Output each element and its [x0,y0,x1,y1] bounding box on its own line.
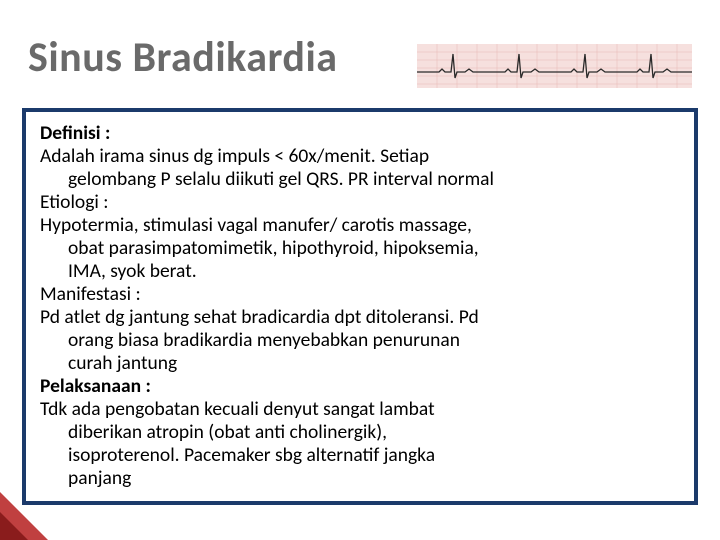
text-definisi-2: gelombang P selalu diikuti gel QRS. PR i… [40,168,680,191]
ecg-strip-image [417,44,692,88]
text-pelaksanaan-4: panjang [40,467,680,490]
slide-title: Sinus Bradikardia [28,32,338,83]
heading-definisi: Definisi : [40,122,680,145]
text-etiologi-3: IMA, syok berat. [40,260,680,283]
text-pelaksanaan-3: isoproterenol. Pacemaker sbg alternatif … [40,444,680,467]
text-manifestasi-3: curah jantung [40,352,680,375]
text-manifestasi-2: orang biasa bradikardia menyebabkan penu… [40,329,680,352]
heading-etiologi: Etiologi : [40,191,680,214]
heading-manifestasi: Manifestasi : [40,283,680,306]
text-definisi-1: Adalah irama sinus dg impuls < 60x/menit… [40,145,680,168]
content-text: Definisi : Adalah irama sinus dg impuls … [40,122,680,490]
corner-decoration-inner [0,512,28,540]
text-etiologi-1: Hypotermia, stimulasi vagal manufer/ car… [40,214,680,237]
content-panel: Definisi : Adalah irama sinus dg impuls … [22,108,698,505]
text-pelaksanaan-2: diberikan atropin (obat anti cholinergik… [40,421,680,444]
text-etiologi-2: obat parasimpatomimetik, hipothyroid, hi… [40,237,680,260]
heading-pelaksanaan: Pelaksanaan : [40,375,680,398]
text-manifestasi-1: Pd atlet dg jantung sehat bradicardia dp… [40,306,680,329]
text-pelaksanaan-1: Tdk ada pengobatan kecuali denyut sangat… [40,398,680,421]
